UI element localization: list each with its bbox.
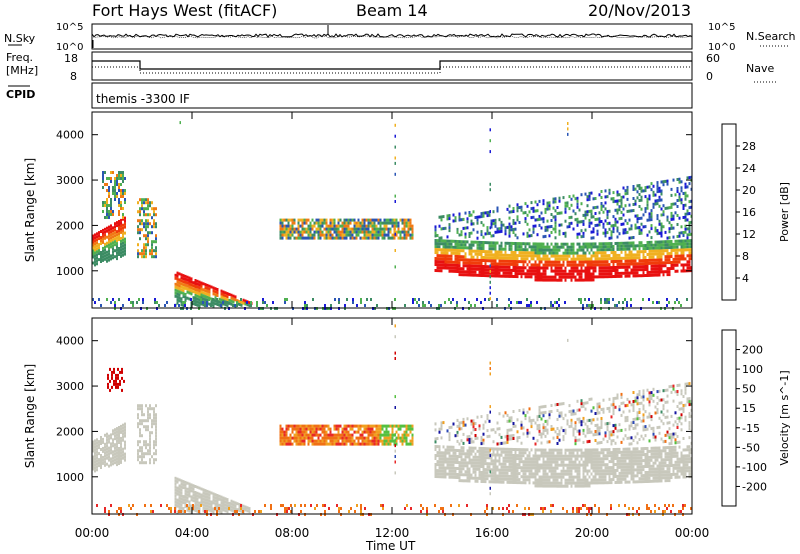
colorbar-tick-label: 15 bbox=[742, 402, 756, 415]
freq-label: Freq. bbox=[6, 51, 33, 64]
power-plot bbox=[92, 121, 693, 310]
cpid-panel bbox=[91, 82, 693, 109]
x-axis-label: Time UT bbox=[365, 539, 416, 553]
nsky-label: N.Sky bbox=[4, 32, 36, 45]
y-axis-label: Slant Range [km] bbox=[23, 158, 37, 262]
colorbar-tick-label: 8 bbox=[742, 250, 749, 263]
y-tick-label: 1000 bbox=[56, 265, 84, 278]
y-tick-label: 3000 bbox=[56, 174, 84, 187]
beam-title: Beam 14 bbox=[356, 1, 428, 20]
colorbar-tick-label: -100 bbox=[742, 461, 767, 474]
x-tick-label: 12:00 bbox=[375, 526, 410, 540]
nave-label: Nave bbox=[746, 62, 774, 75]
y-axis-label: Slant Range [km] bbox=[23, 364, 37, 468]
cpid-label: CPID bbox=[6, 88, 35, 101]
colorbar-tick-label: -50 bbox=[742, 441, 760, 454]
colorbar-tick-label: 4 bbox=[742, 272, 749, 285]
x-tick-label: 00:00 bbox=[75, 526, 110, 540]
freq-trace bbox=[92, 60, 692, 74]
nsearch-tick-bottom: 10^0 bbox=[708, 42, 735, 53]
colorbar-tick-label: -200 bbox=[742, 480, 767, 493]
x-tick-label: 00:00 bbox=[675, 526, 710, 540]
velocity-plot bbox=[92, 324, 693, 516]
y-tick-label: 2000 bbox=[56, 219, 84, 232]
y-tick-label: 4000 bbox=[56, 335, 84, 348]
station-title: Fort Hays West (fitACF) bbox=[92, 1, 277, 20]
velocity-colorbar: -200 -100 -50 -15 15 50 100 200 Velocity [m s^-1… bbox=[721, 329, 791, 507]
colorbar-tick-label: 16 bbox=[742, 206, 756, 219]
colorbar-tick-label: 24 bbox=[742, 162, 756, 175]
colorbar-tick-label: -15 bbox=[742, 422, 760, 435]
nave-tick-60: 60 bbox=[706, 52, 720, 65]
nsky-tick-bottom: 10^0 bbox=[56, 42, 83, 53]
colorbar-label: Power [dB] bbox=[778, 182, 791, 242]
nsearch-label: N.Search bbox=[746, 30, 796, 43]
date-title: 20/Nov/2013 bbox=[588, 1, 691, 20]
y-tick-label: 1000 bbox=[56, 471, 84, 484]
colorbar-tick-label: 28 bbox=[742, 140, 756, 153]
power-colorbar: 4 8 12 16 20 24 28 Power [dB] bbox=[721, 123, 791, 301]
nsky-trace bbox=[91, 25, 693, 48]
y-tick-label: 2000 bbox=[56, 425, 84, 438]
y-tick-label: 4000 bbox=[56, 129, 84, 142]
colorbar-tick-label: 50 bbox=[742, 383, 756, 396]
x-tick-label: 04:00 bbox=[175, 526, 210, 540]
colorbar-tick-label: 12 bbox=[742, 228, 756, 241]
colorbar-tick-label: 20 bbox=[742, 184, 756, 197]
cpid-program: themis -3300 IF bbox=[96, 92, 190, 106]
nsearch-tick-top: 10^5 bbox=[708, 22, 735, 33]
freq-panel bbox=[91, 51, 693, 81]
nsky-tick-top: 10^5 bbox=[56, 22, 83, 33]
colorbar-tick-label: 200 bbox=[742, 344, 763, 357]
colorbar-label: Velocity [m s^-1] bbox=[778, 370, 791, 465]
power-axes: 1000 2000 3000 4000 Slant Range [km] bbox=[23, 112, 693, 308]
x-tick-label: 20:00 bbox=[575, 526, 610, 540]
x-tick-label: 16:00 bbox=[475, 526, 510, 540]
nave-tick-0: 0 bbox=[706, 70, 713, 83]
x-tick-label: 08:00 bbox=[275, 526, 310, 540]
freq-tick-8: 8 bbox=[70, 70, 77, 83]
freq-tick-18: 18 bbox=[64, 52, 78, 65]
freq-unit-label: [MHz] bbox=[6, 64, 38, 77]
velocity-axes: 1000 2000 3000 4000 Slant Range [km] bbox=[23, 318, 693, 514]
y-tick-label: 3000 bbox=[56, 380, 84, 393]
x-axis: 00:00 04:00 08:00 12:00 16:00 20:00 00:00 bbox=[75, 526, 710, 540]
colorbar-tick-label: 100 bbox=[742, 363, 763, 376]
